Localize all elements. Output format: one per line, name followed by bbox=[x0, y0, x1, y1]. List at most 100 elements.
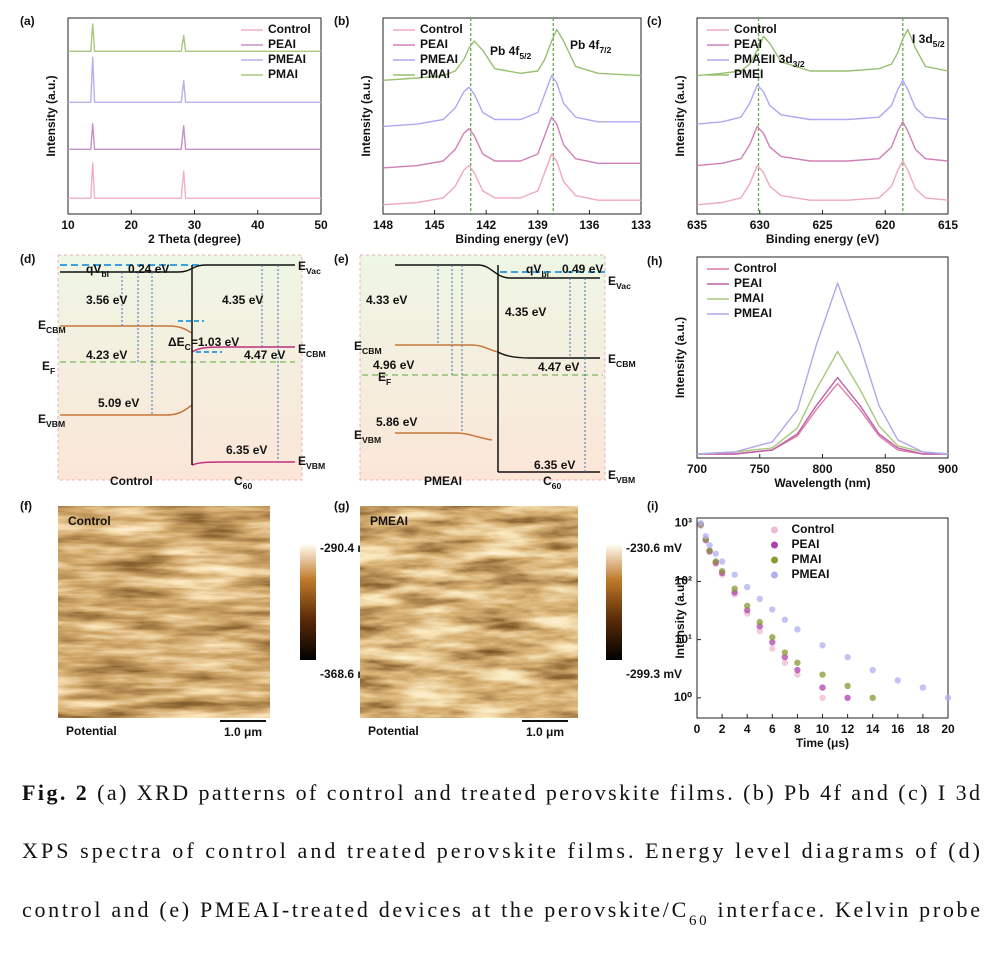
series-line bbox=[696, 79, 949, 125]
legend-label: PMAI bbox=[268, 67, 298, 81]
level-vbm bbox=[60, 404, 193, 416]
scatter-point bbox=[769, 639, 776, 646]
scatter-point bbox=[718, 567, 726, 575]
diagram-label: qVbi bbox=[526, 262, 549, 279]
map-label: Control bbox=[68, 514, 111, 528]
x-tick-label: 10 bbox=[816, 722, 830, 736]
scatter-point bbox=[781, 616, 789, 623]
diagram-background bbox=[57, 254, 303, 481]
scatter-point bbox=[756, 618, 763, 626]
scatter-point bbox=[769, 645, 776, 652]
legend-label: PMAEI bbox=[734, 52, 772, 66]
diagram-label: 4.47 eV bbox=[244, 348, 285, 362]
panel-letter: (h) bbox=[647, 254, 662, 268]
annotation: Pb 4f5/2 bbox=[490, 44, 532, 61]
text-part: Pb 4f bbox=[490, 44, 520, 58]
scatter-point bbox=[819, 642, 826, 649]
x-tick-label: 615 bbox=[938, 218, 958, 232]
scatter-point bbox=[731, 585, 738, 592]
panel-letter: (a) bbox=[20, 14, 35, 28]
scatter-point bbox=[794, 666, 801, 674]
potential-map bbox=[360, 506, 578, 718]
scatter-point bbox=[712, 558, 720, 565]
subscript: 5/2 bbox=[519, 51, 531, 61]
legend-label: PEAI bbox=[734, 37, 762, 51]
text-part: E bbox=[378, 370, 386, 384]
scatter-point bbox=[712, 550, 720, 557]
diagram-label: EVBM bbox=[38, 412, 65, 429]
legend-marker bbox=[771, 541, 778, 549]
subscript: F bbox=[386, 377, 391, 387]
scatter-point bbox=[781, 649, 789, 656]
diagram-label: 4.96 eV bbox=[373, 358, 414, 372]
diagram-label: 6.35 eV bbox=[226, 443, 267, 457]
text-part: E bbox=[298, 342, 306, 356]
x-tick-label: 620 bbox=[875, 218, 895, 232]
scatter-point bbox=[894, 677, 901, 684]
diagram-label: ΔEC=1.03 eV bbox=[168, 335, 239, 352]
x-tick-label: 20 bbox=[125, 218, 139, 232]
diagram-label: 6.35 eV bbox=[534, 458, 575, 472]
subscript: 60 bbox=[689, 913, 707, 929]
x-tick-label: 800 bbox=[812, 462, 832, 476]
scatter-point bbox=[919, 684, 927, 691]
x-tick-label: 145 bbox=[425, 218, 445, 232]
scatter-point bbox=[944, 694, 952, 702]
legend-label: PEAI bbox=[268, 37, 296, 51]
colorbar-min: -299.3 mV bbox=[626, 667, 682, 681]
colorbar bbox=[300, 545, 316, 660]
level-cbm bbox=[497, 351, 600, 359]
diagram-label: 4.33 eV bbox=[366, 293, 407, 307]
panel-letter: (c) bbox=[647, 14, 662, 28]
text-part: I 3d bbox=[772, 52, 793, 66]
x-tick-label: 12 bbox=[841, 722, 855, 736]
series-line bbox=[68, 123, 321, 150]
text-part: C bbox=[234, 474, 243, 488]
text-part: C bbox=[543, 474, 552, 488]
x-tick-label: 50 bbox=[314, 218, 328, 232]
x-tick-label: 136 bbox=[579, 218, 599, 232]
x-tick-label: 630 bbox=[750, 218, 770, 232]
potential-map bbox=[58, 506, 270, 718]
series-line bbox=[696, 350, 949, 455]
level-cbm bbox=[191, 346, 295, 353]
x-tick-label: 900 bbox=[938, 462, 958, 476]
scatter-point bbox=[869, 666, 876, 674]
subscript: VBM bbox=[46, 419, 65, 429]
scale-label: 1.0 μm bbox=[526, 725, 564, 739]
series-line bbox=[696, 121, 949, 167]
subscript: C bbox=[185, 342, 191, 352]
subscript: CBM bbox=[306, 349, 326, 359]
y-tick-label: 10³ bbox=[675, 515, 692, 529]
x-axis-label: Binding energy (eV) bbox=[766, 232, 879, 246]
text-part: E bbox=[354, 339, 362, 353]
scatter-point bbox=[706, 541, 713, 549]
annotation: Pb 4f7/2 bbox=[570, 38, 612, 55]
diagram-label: ECBM bbox=[38, 318, 66, 335]
y-tick-label: 10¹ bbox=[675, 632, 692, 646]
colorbar-max: -230.6 mV bbox=[626, 541, 682, 555]
x-tick-label: 850 bbox=[875, 462, 895, 476]
scatter-point bbox=[718, 558, 726, 565]
text-part: qV bbox=[86, 262, 101, 276]
diagram-label: ECBM bbox=[608, 352, 636, 369]
legend-marker bbox=[771, 571, 778, 579]
diagram-label: 4.23 eV bbox=[86, 348, 127, 362]
legend-label: Control bbox=[734, 261, 777, 275]
scatter-point bbox=[844, 653, 851, 661]
diagram-label: EVac bbox=[298, 259, 321, 276]
text-part: interface. Kelvin probe bbox=[709, 897, 980, 922]
subscript: F bbox=[50, 366, 55, 376]
annotation: I 3d5/2 bbox=[912, 32, 945, 49]
diagram-label: EVBM bbox=[354, 428, 381, 445]
series-line bbox=[382, 28, 642, 81]
x-tick-label: 6 bbox=[769, 722, 776, 736]
legend-label: PMEAI bbox=[268, 52, 306, 66]
text-part: I 3d bbox=[912, 32, 933, 46]
y-axis-label: Intensity (a.u.) bbox=[673, 75, 687, 156]
x-tick-label: 30 bbox=[188, 218, 202, 232]
series-line bbox=[382, 74, 641, 128]
legend-label: PMEAI bbox=[792, 567, 830, 581]
legend-label: PMAI bbox=[734, 291, 764, 305]
text-part: E bbox=[608, 468, 616, 482]
